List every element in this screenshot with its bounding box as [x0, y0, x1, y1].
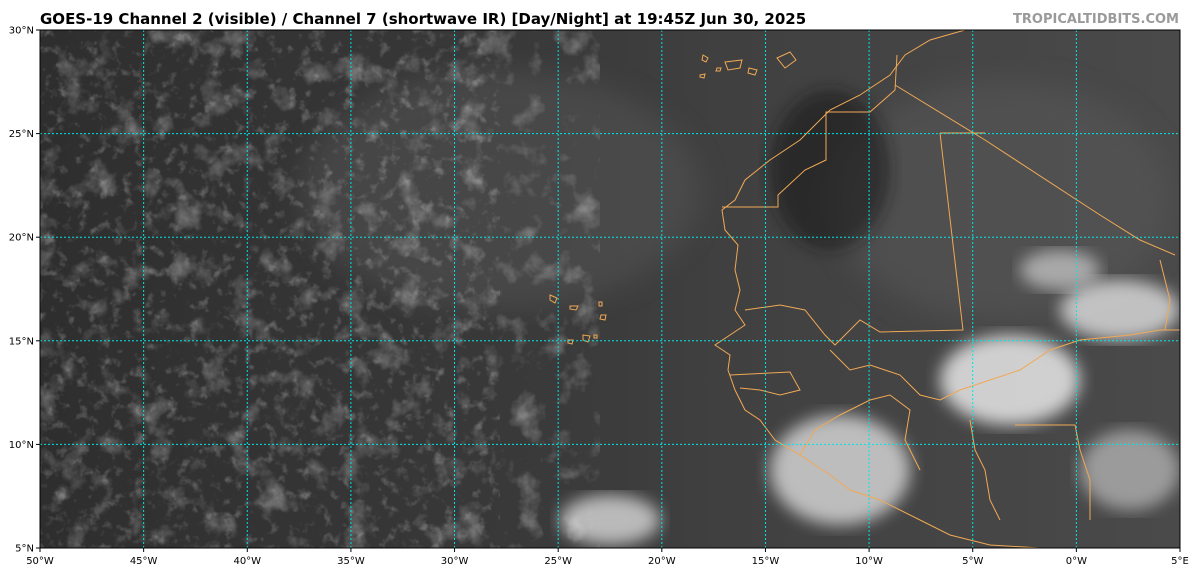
latitude-label: 20°N [9, 233, 34, 244]
longitude-label: 40°W [233, 556, 261, 567]
latitude-label: 30°N [9, 26, 34, 37]
longitude-label: 0°W [1066, 556, 1087, 567]
longitude-label: 5°E [1171, 556, 1189, 567]
satellite-imagery [40, 30, 1180, 548]
longitude-label: 30°W [441, 556, 469, 567]
latitude-labels: 30°N 25°N 20°N 15°N 10°N 5°N [9, 26, 40, 555]
longitude-labels: 50°W 45°W 40°W 35°W 30°W 25°W 20°W 15°W 10°W 5°W 0… [26, 548, 1189, 567]
site-credit: TROPICALTIDBITS.COM [1013, 12, 1179, 27]
plot-frame [39, 29, 1181, 549]
latitude-label: 5°N [15, 544, 34, 555]
longitude-label: 10°W [855, 556, 883, 567]
longitude-label: 35°W [337, 556, 365, 567]
gridlines [40, 30, 1180, 548]
map-title: GOES-19 Channel 2 (visible) / Channel 7 … [40, 10, 807, 28]
latitude-label: 25°N [9, 129, 34, 140]
longitude-label: 15°W [752, 556, 780, 567]
latitude-label: 10°N [9, 440, 34, 451]
longitude-label: 50°W [26, 556, 54, 567]
longitude-label: 25°W [544, 556, 572, 567]
coastlines-and-borders [549, 30, 1180, 548]
latitude-label: 15°N [9, 336, 34, 347]
longitude-label: 45°W [130, 556, 158, 567]
longitude-label: 20°W [648, 556, 676, 567]
longitude-label: 5°W [962, 556, 983, 567]
